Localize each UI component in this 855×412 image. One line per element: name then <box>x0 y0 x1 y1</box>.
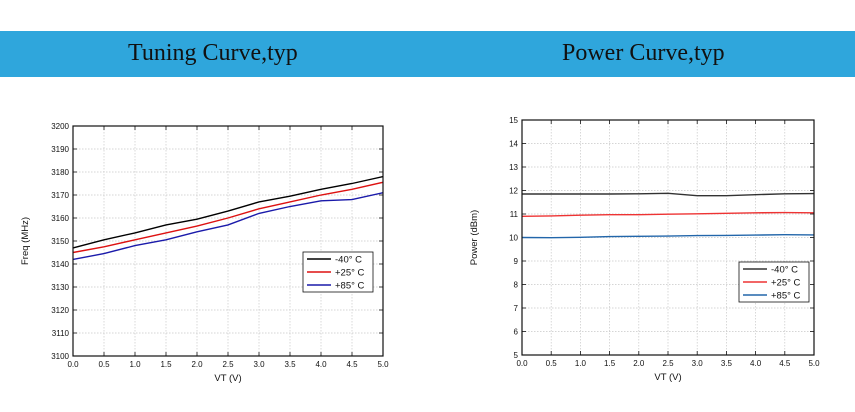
power-ytick-label: 12 <box>509 187 518 196</box>
tuning-xtick-label: 3.0 <box>253 360 265 369</box>
tuning-xtick-label: 3.5 <box>284 360 296 369</box>
power-xtick-label: 0.0 <box>516 359 528 368</box>
tuning-xtick-label: 5.0 <box>377 360 389 369</box>
power-series-line-3 <box>521 233 815 239</box>
power-y-axis-label: Power (dBm) <box>469 210 480 265</box>
power-legend-entry: -40° C <box>771 265 798 276</box>
power-xtick-label: 3.0 <box>692 359 704 368</box>
power-xtick-label: 1.0 <box>575 359 587 368</box>
header-banner <box>0 31 855 77</box>
tuning-ytick-label: 3200 <box>51 122 69 131</box>
power-xtick-label: 2.5 <box>662 359 674 368</box>
tuning-xtick-label: 4.5 <box>346 360 358 369</box>
tuning-xtick-label: 1.5 <box>160 360 172 369</box>
power-xtick-label: 0.5 <box>546 359 558 368</box>
tuning-curve-title: Tuning Curve,typ <box>128 40 298 66</box>
tuning-x-axis-label: VT (V) <box>214 373 241 384</box>
power-ytick-label: 13 <box>509 163 518 172</box>
tuning-legend-entry: +85° C <box>335 281 365 292</box>
power-ytick-label: 8 <box>514 281 519 290</box>
power-x-axis-label: VT (V) <box>654 372 681 383</box>
power-legend-entry: +85° C <box>771 291 801 302</box>
tuning-xtick-label: 2.0 <box>191 360 203 369</box>
tuning-ytick-label: 3130 <box>51 283 69 292</box>
power-ytick-label: 10 <box>509 234 518 243</box>
power-xtick-label: 3.5 <box>721 359 733 368</box>
tuning-xtick-label: 0.5 <box>98 360 110 369</box>
tuning-ytick-label: 3120 <box>51 306 69 315</box>
power-xtick-label: 5.0 <box>808 359 820 368</box>
power-legend-entry: +25° C <box>771 278 801 289</box>
tuning-series-line-2 <box>72 181 384 254</box>
tuning-ytick-label: 3150 <box>51 237 69 246</box>
tuning-series-line-1 <box>72 175 384 249</box>
power-ytick-label: 5 <box>514 351 519 360</box>
power-ytick-label: 14 <box>509 140 518 149</box>
tuning-ytick-label: 3160 <box>51 214 69 223</box>
power-ytick-label: 15 <box>509 116 518 125</box>
power-curve-title: Power Curve,typ <box>562 40 725 66</box>
tuning-series-line-3 <box>72 192 384 261</box>
tuning-ytick-label: 3190 <box>51 145 69 154</box>
tuning-y-axis-label: Freq (MHz) <box>20 217 31 265</box>
power-ytick-label: 9 <box>514 257 519 266</box>
power-ytick-label: 6 <box>514 328 519 337</box>
power-xtick-label: 1.5 <box>604 359 616 368</box>
tuning-ytick-label: 3110 <box>52 329 70 338</box>
tuning-ytick-label: 3180 <box>51 168 69 177</box>
tuning-legend-entry: -40° C <box>335 255 362 266</box>
tuning-ytick-label: 3100 <box>51 352 69 361</box>
tuning-xtick-label: 0.0 <box>67 360 79 369</box>
tuning-ytick-label: 3140 <box>51 260 69 269</box>
power-xtick-label: 4.0 <box>750 359 762 368</box>
tuning-legend-entry: +25° C <box>335 268 365 279</box>
power-frame <box>521 119 815 356</box>
power-xtick-label: 2.0 <box>633 359 645 368</box>
tuning-frame <box>72 125 384 357</box>
power-ytick-label: 11 <box>510 210 519 219</box>
power-series-line-2 <box>521 211 815 217</box>
power-xtick-label: 4.5 <box>779 359 791 368</box>
tuning-xtick-label: 2.5 <box>222 360 234 369</box>
tuning-xtick-label: 4.0 <box>315 360 327 369</box>
power-ytick-label: 7 <box>514 304 519 313</box>
tuning-xtick-label: 1.0 <box>129 360 141 369</box>
power-series-line-1 <box>522 192 815 197</box>
tuning-ytick-label: 3170 <box>51 191 69 200</box>
